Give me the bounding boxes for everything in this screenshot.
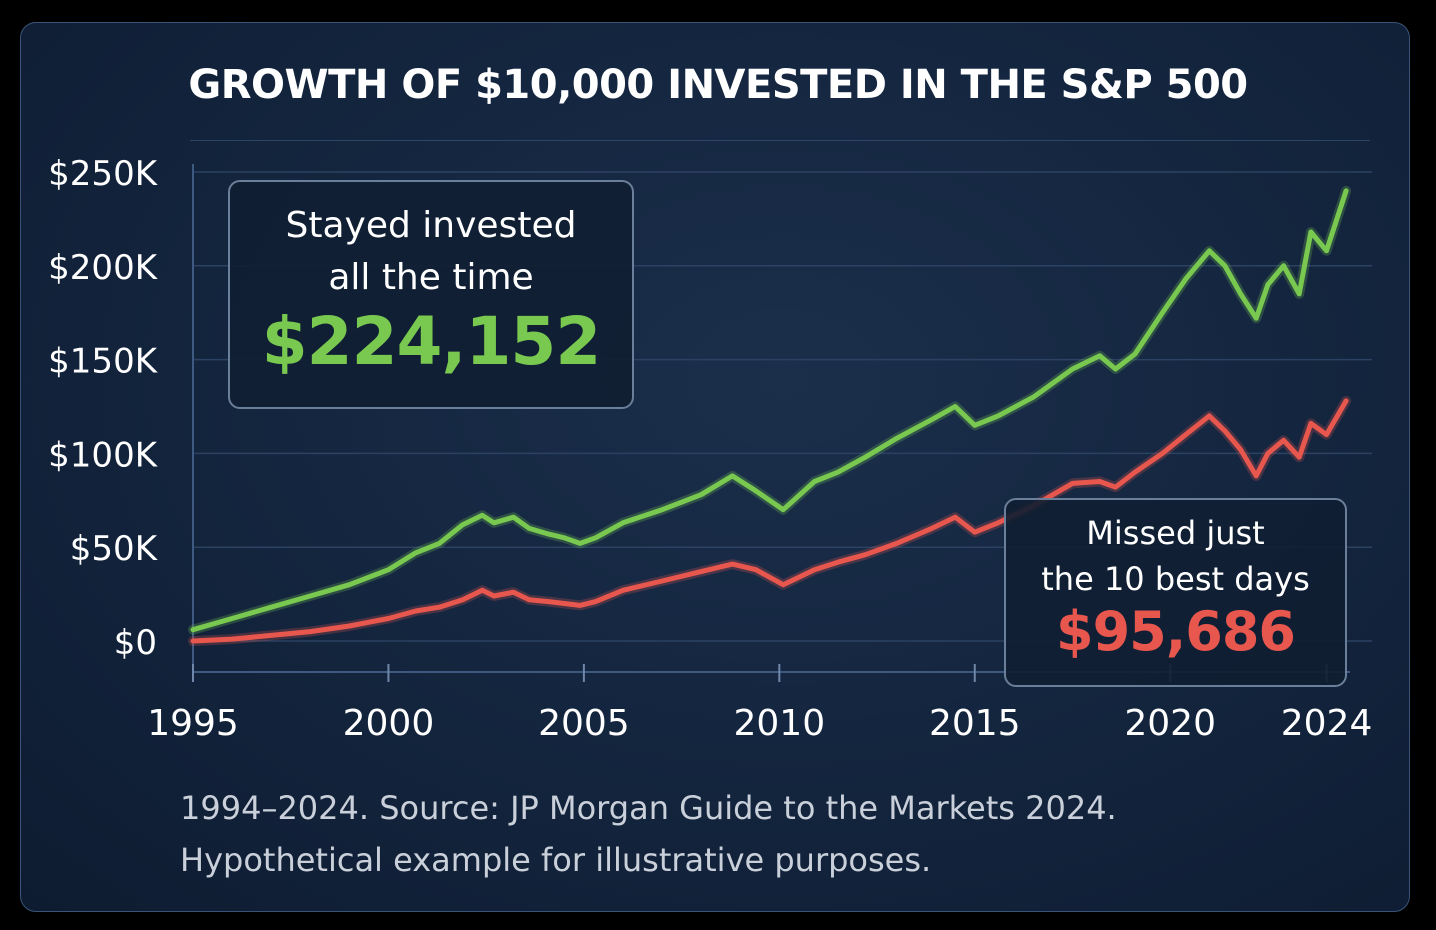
chart-title: GROWTH OF $10,000 INVESTED IN THE S&P 50… <box>188 62 1248 108</box>
x-tick-label: 2020 <box>1124 703 1216 744</box>
y-tick-label: $100K <box>48 435 159 475</box>
x-tick-label: 2015 <box>929 703 1021 744</box>
source-line-2: Hypothetical example for illustrative pu… <box>180 841 932 879</box>
missed-best-days-line <box>190 398 1349 644</box>
source-note: 1994–2024. Source: JP Morgan Guide to th… <box>180 782 1330 886</box>
stayed-invested-callout: Stayed invested all the time $224,152 <box>228 180 634 409</box>
x-tick-label: 2005 <box>538 703 630 744</box>
title-divider <box>190 140 1370 141</box>
missed-best-days-value: $95,686 <box>1056 600 1296 663</box>
x-tick-label: 1995 <box>147 703 239 744</box>
y-tick-label: $200K <box>48 248 159 288</box>
stayed-invested-value: $224,152 <box>261 303 602 380</box>
stayed-invested-label-1: Stayed invested <box>285 205 577 246</box>
missed-best-days-label-2: the 10 best days <box>1041 560 1310 598</box>
stayed-invested-line <box>190 188 1349 633</box>
stayed-invested-label-2: all the time <box>328 257 534 298</box>
missed-best-days-label-1: Missed just <box>1086 514 1265 552</box>
chart-panel <box>20 22 1410 912</box>
x-tick-label: 2010 <box>734 703 826 744</box>
y-tick-label: $0 <box>114 623 157 663</box>
y-tick-label: $150K <box>48 342 159 382</box>
source-line-1: 1994–2024. Source: JP Morgan Guide to th… <box>180 789 1117 827</box>
y-tick-label: $50K <box>70 529 159 569</box>
x-tick-label: 2024 <box>1281 703 1373 744</box>
y-tick-label: $250K <box>48 154 159 194</box>
x-tick-label: 2000 <box>343 703 435 744</box>
missed-best-days-callout: Missed just the 10 best days $95,686 <box>1004 498 1347 687</box>
